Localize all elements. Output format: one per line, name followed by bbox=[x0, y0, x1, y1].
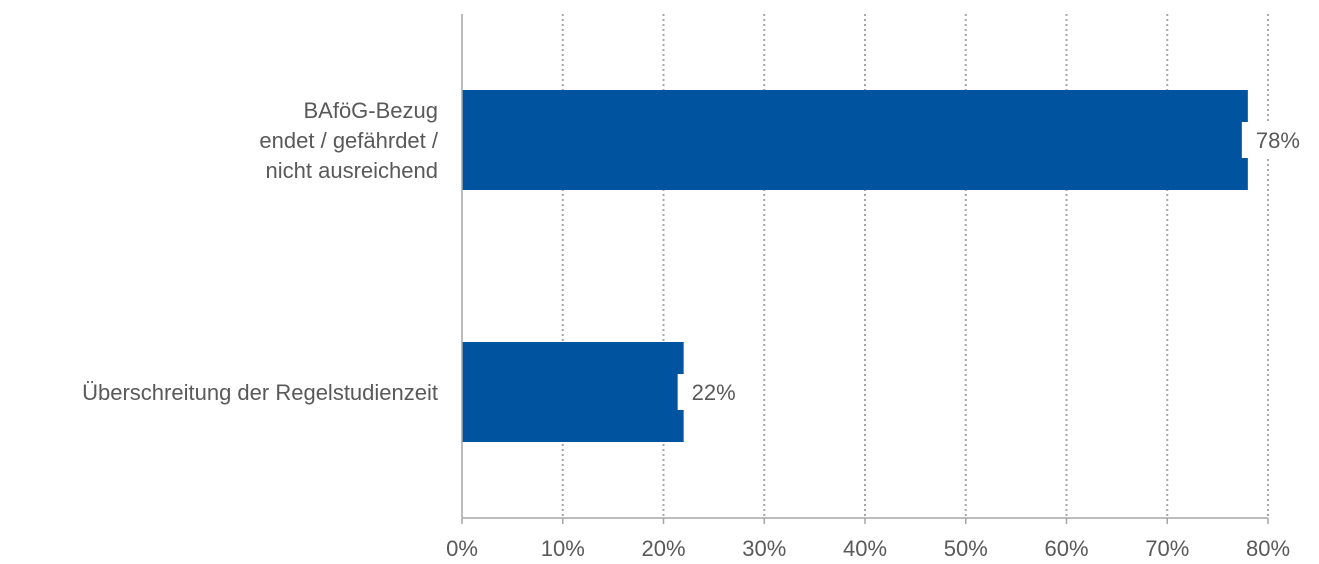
x-tick-label: 10% bbox=[541, 536, 585, 561]
bar bbox=[462, 90, 1248, 190]
category-label: BAföG-Bezug endet / gefährdet / nicht ausr… bbox=[259, 98, 438, 183]
data-label: 78% bbox=[1256, 128, 1300, 153]
data-label: 22% bbox=[692, 380, 736, 405]
x-tick-label: 40% bbox=[843, 536, 887, 561]
category-labels: BAföG-Bezug endet / gefährdet / nicht ausr… bbox=[82, 98, 439, 405]
category-label: Überschreitung der Regelstudienzeit bbox=[82, 380, 438, 405]
x-tick-label: 20% bbox=[641, 536, 685, 561]
gridlines bbox=[561, 14, 1269, 518]
x-tick-label: 70% bbox=[1145, 536, 1189, 561]
data-label-background bbox=[1241, 122, 1295, 158]
x-tick-labels: 0% 10% 20% 30% 40% 50% 60% 70% 80% bbox=[446, 536, 1290, 561]
data-labels: 78% 22% bbox=[677, 122, 1300, 410]
data-label-background bbox=[677, 374, 731, 410]
x-tick-label: 80% bbox=[1246, 536, 1290, 561]
x-tick-label: 0% bbox=[446, 536, 478, 561]
x-tick-label: 30% bbox=[742, 536, 786, 561]
bars bbox=[462, 90, 1248, 442]
x-tick-label: 60% bbox=[1044, 536, 1088, 561]
x-tick-label: 50% bbox=[944, 536, 988, 561]
axes bbox=[461, 14, 1269, 524]
bar bbox=[462, 342, 684, 442]
